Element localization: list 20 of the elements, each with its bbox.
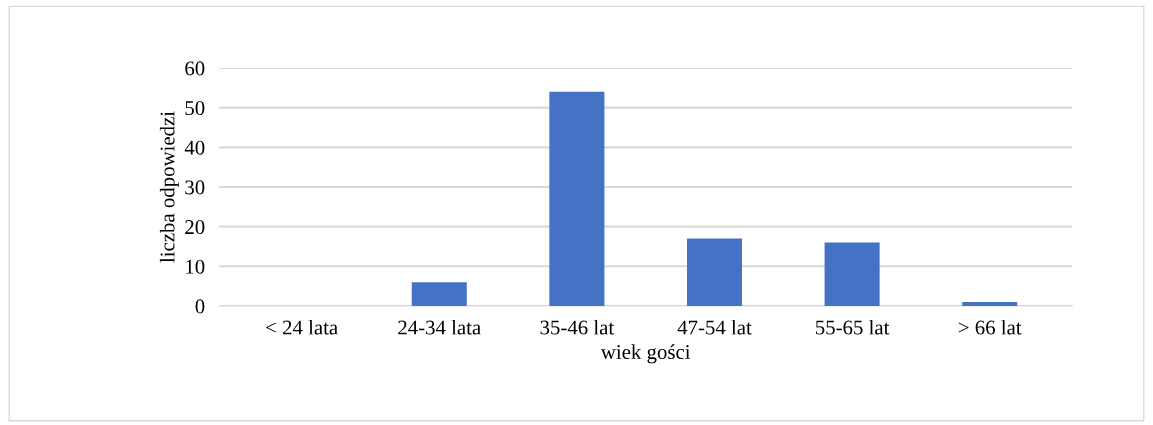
x-tick-label: 35-46 lat <box>540 319 615 335</box>
y-tick-label: 20 <box>185 220 205 235</box>
y-tick-label: 10 <box>186 259 205 274</box>
bar <box>824 242 880 306</box>
x-tick-label: 47-54 lat <box>677 319 752 335</box>
y-axis-title: liczba odpowiedzi <box>159 111 179 263</box>
bar <box>549 91 605 306</box>
bar <box>411 282 467 306</box>
x-tick-label: < 24 lata <box>266 319 338 335</box>
y-tick-label: 30 <box>185 180 205 195</box>
y-tick-label: 60 <box>185 61 205 76</box>
x-tick-label: 24-34 lata <box>398 319 481 335</box>
x-tick-label: 55-65 lat <box>816 319 890 335</box>
x-tick-label: > 66 lat <box>958 319 1022 335</box>
y-tick-label: 40 <box>184 140 205 155</box>
y-tick-label: 50 <box>185 101 205 116</box>
bar <box>962 302 1018 306</box>
y-tick-label: 0 <box>195 299 205 314</box>
bar <box>686 238 743 306</box>
x-axis-title: wiek gości <box>600 344 691 364</box>
